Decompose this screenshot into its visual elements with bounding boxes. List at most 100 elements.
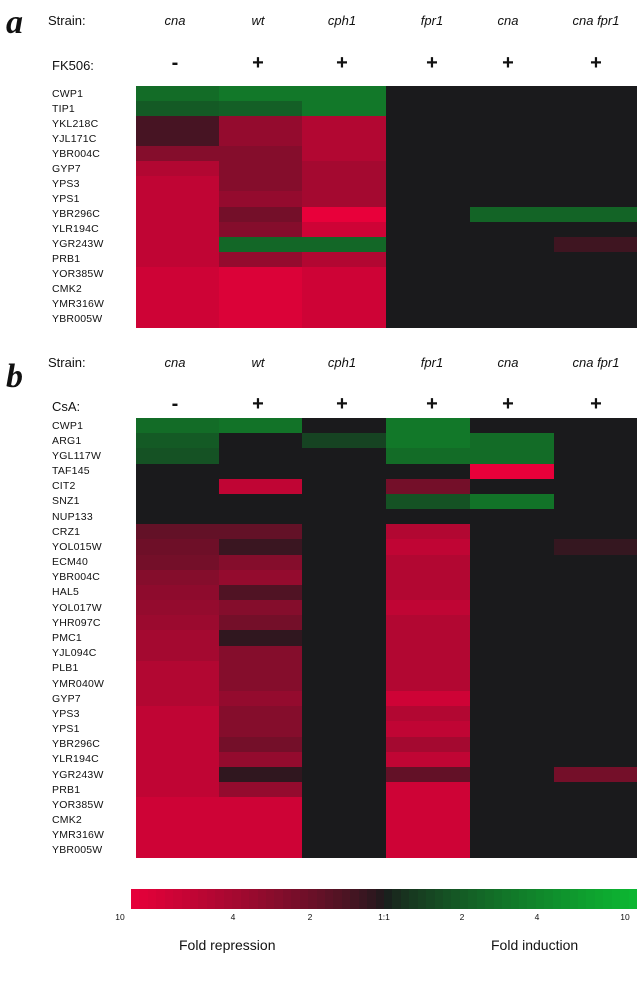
b-heatmap-cell <box>386 660 471 677</box>
a-heatmap-cell <box>219 116 303 132</box>
a-heatmap-cell <box>302 101 387 117</box>
a-heatmap-cell <box>302 206 387 223</box>
scale-segment <box>375 889 385 909</box>
b-treatment-sign: + <box>590 393 602 415</box>
a-strain-header: cph1 <box>327 13 357 28</box>
a-treatment-sign: - <box>171 52 179 74</box>
a-heatmap-cell <box>136 311 220 328</box>
b-heatmap-cell <box>302 615 387 631</box>
b-heatmap-cell <box>136 797 220 813</box>
a-heatmap-cell <box>470 191 555 207</box>
b-heatmap-cell <box>219 782 303 798</box>
b-heatmap-cell <box>219 539 303 556</box>
b-heatmap-cell <box>386 600 471 616</box>
panel-a-letter: a <box>6 4 23 41</box>
b-heatmap-cell <box>136 630 220 647</box>
a-heatmap-cell <box>554 221 637 238</box>
b-gene-label: CMK2 <box>52 814 82 827</box>
a-heatmap-cell <box>219 281 303 298</box>
b-heatmap-cell <box>470 600 555 616</box>
b-heatmap-cell <box>136 418 220 434</box>
a-heatmap-cell <box>136 101 220 117</box>
scale-segment <box>594 889 604 909</box>
a-gene-label: YBR296C <box>52 208 101 221</box>
b-gene-label: ARG1 <box>52 434 82 447</box>
panel-a-treatment-label: FK506: <box>52 58 94 73</box>
b-heatmap-cell <box>302 706 387 722</box>
scale-segment <box>459 889 469 909</box>
a-heatmap-cell <box>219 191 303 207</box>
a-heatmap-cell <box>136 266 220 283</box>
a-heatmap-cell <box>386 236 471 253</box>
b-treatment-sign: - <box>171 393 179 415</box>
b-heatmap-cell <box>386 706 471 722</box>
a-heatmap-cell <box>470 101 555 117</box>
scale-tick-label: 2 <box>307 912 313 922</box>
a-heatmap-cell <box>136 296 220 313</box>
b-heatmap-cell <box>136 584 220 601</box>
b-heatmap-cell <box>302 448 387 465</box>
a-gene-label: YPS3 <box>52 177 80 190</box>
b-heatmap-cell <box>302 766 387 783</box>
b-heatmap-cell <box>136 736 220 753</box>
a-heatmap-cell <box>554 176 637 192</box>
a-heatmap-cell <box>219 176 303 192</box>
a-gene-label: YJL171C <box>52 132 97 145</box>
a-heatmap-cell <box>554 251 637 268</box>
b-heatmap-cell <box>386 691 471 707</box>
b-heatmap-cell <box>386 645 471 662</box>
b-gene-label: YOR385W <box>52 798 104 811</box>
b-heatmap-cell <box>302 827 387 844</box>
b-heatmap-cell <box>302 691 387 707</box>
b-heatmap-cell <box>302 524 387 540</box>
a-heatmap-cell <box>470 296 555 313</box>
b-heatmap-cell <box>386 721 471 738</box>
b-heatmap-cell <box>470 645 555 662</box>
a-heatmap-cell <box>136 281 220 298</box>
b-heatmap-cell <box>470 493 555 510</box>
b-heatmap-cell <box>219 478 303 495</box>
a-heatmap-cell <box>554 146 637 162</box>
b-strain-header: wt <box>251 355 265 370</box>
b-heatmap-cell <box>302 493 387 510</box>
b-heatmap-cell <box>386 509 471 525</box>
b-heatmap-cell <box>470 797 555 813</box>
b-heatmap-cell <box>219 615 303 631</box>
b-treatment-sign: + <box>252 393 264 415</box>
scale-segment <box>291 889 301 909</box>
b-heatmap-cell <box>136 691 220 707</box>
a-heatmap-cell <box>136 221 220 238</box>
b-strain-header: fpr1 <box>420 355 444 370</box>
a-heatmap-cell <box>386 116 471 132</box>
a-treatment-sign: + <box>252 52 264 74</box>
scale-segment <box>190 889 200 909</box>
scale-segment <box>173 889 183 909</box>
b-heatmap-cell <box>470 827 555 844</box>
b-heatmap-cell <box>386 812 471 829</box>
a-gene-label: YGR243W <box>52 238 104 251</box>
a-gene-label: TIP1 <box>52 102 75 115</box>
scale-segment <box>232 889 242 909</box>
a-heatmap-cell <box>554 281 637 298</box>
b-heatmap-cell <box>386 675 471 692</box>
b-gene-label: NUP133 <box>52 510 93 523</box>
scale-segment <box>299 889 309 909</box>
b-heatmap-cell <box>386 584 471 601</box>
a-gene-label: GYP7 <box>52 162 81 175</box>
b-heatmap-cell <box>136 842 220 859</box>
b-gene-label: TAF145 <box>52 465 90 478</box>
scale-tick-label: 4 <box>230 912 236 922</box>
b-heatmap-cell <box>219 509 303 525</box>
scale-segment <box>316 889 326 909</box>
a-heatmap-cell <box>386 266 471 283</box>
a-heatmap-cell <box>554 131 637 147</box>
b-heatmap-cell <box>386 554 471 571</box>
b-heatmap-cell <box>386 615 471 631</box>
b-heatmap-cell <box>554 721 637 738</box>
scale-segment <box>131 889 141 909</box>
a-strain-header: cna <box>497 13 519 28</box>
b-heatmap-cell <box>554 691 637 707</box>
a-heatmap-cell <box>470 206 555 223</box>
a-strain-header: cna <box>164 13 186 28</box>
scale-segment <box>586 889 596 909</box>
